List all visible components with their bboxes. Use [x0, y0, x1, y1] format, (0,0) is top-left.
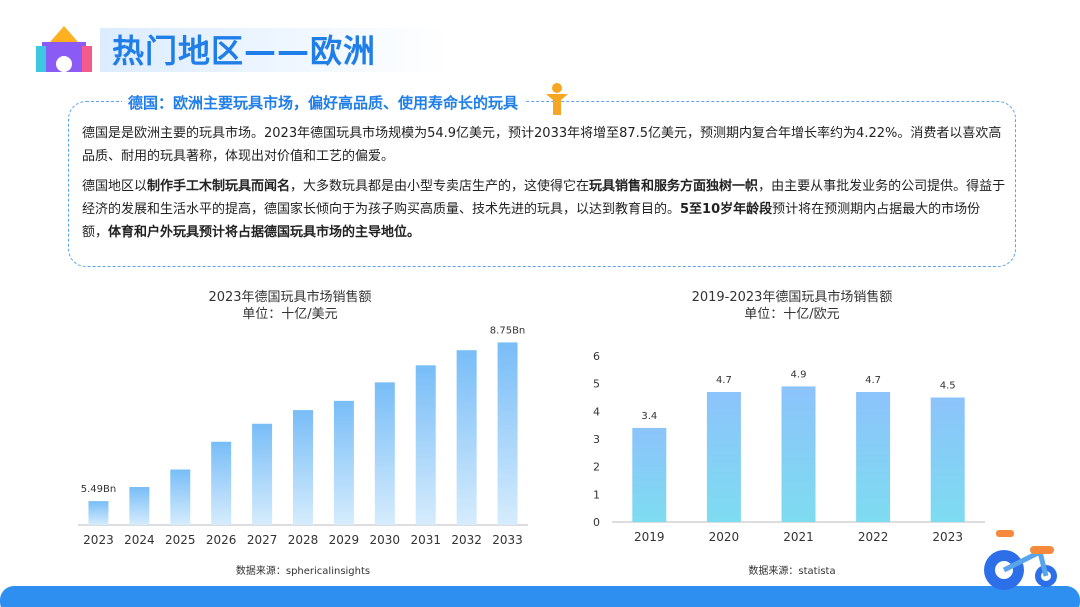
value-label: 4.9 [791, 369, 807, 380]
section-body: 德国是是欧洲主要的玩具市场。2023年德国玩具市场规模为54.9亿美元，预计20… [82, 122, 1006, 251]
value-label: 4.7 [716, 375, 732, 386]
bar [781, 386, 816, 522]
x-tick-label: 2022 [858, 530, 889, 544]
x-tick-label: 2033 [492, 533, 523, 547]
chart-title: 2023年德国玩具市场销售额 [208, 289, 371, 305]
text: ，由主要从事批发业务的公司提供。得益于经济的发展和生活水平的提高，德国家长倾向于… [82, 179, 1006, 217]
castle-icon [36, 26, 92, 72]
text: ，大多数玩具都是由小型专卖店生产的，这使得它在 [290, 179, 590, 194]
x-tick-label: 2028 [288, 533, 319, 547]
value-label: 5.49Bn [81, 484, 116, 495]
text: 德国是是欧洲主要的玩具市场。2023年德国玩具市场规模为54.9亿美元，预计20… [82, 126, 1002, 164]
x-tick-label: 2031 [410, 533, 441, 547]
bar [497, 342, 518, 525]
chart-subtitle: 单位：十亿/欧元 [744, 307, 839, 322]
bar [415, 365, 436, 525]
bold-text: 制作手工木制玩具而闻名 [147, 179, 291, 194]
bar [129, 487, 150, 525]
kid-icon [546, 83, 568, 115]
bar [252, 423, 273, 525]
x-tick-label: 2030 [370, 533, 401, 547]
bar [293, 410, 313, 525]
bar [930, 397, 965, 522]
y-tick-label: 1 [593, 488, 600, 501]
bar [333, 400, 354, 525]
title-bg [100, 28, 450, 72]
y-tick-label: 6 [593, 350, 600, 363]
y-tick-label: 4 [593, 405, 600, 418]
chart-source: 数据来源：sphericalinsights [236, 564, 370, 577]
text: 德国地区以 [82, 179, 148, 194]
chart-source: 数据来源：statista [748, 564, 835, 577]
x-tick-label: 2032 [451, 533, 482, 547]
x-tick-label: 2027 [247, 533, 278, 547]
x-tick-label: 2025 [165, 533, 196, 547]
y-tick-label: 0 [593, 516, 600, 529]
bold-text: 5至10岁年龄段 [680, 202, 773, 217]
x-tick-label: 2019 [634, 530, 665, 544]
bar [88, 501, 109, 525]
bar [374, 382, 395, 525]
bike-icon [984, 530, 1057, 590]
text-box [68, 101, 1016, 267]
x-tick-label: 2023 [932, 530, 963, 544]
value-label: 4.7 [865, 375, 881, 386]
x-tick-label: 2026 [206, 533, 237, 547]
chart-subtitle: 单位：十亿/美元 [242, 307, 337, 322]
x-tick-label: 2020 [709, 530, 740, 544]
x-tick-label: 2023 [83, 533, 114, 547]
x-tick-label: 2029 [329, 533, 360, 547]
paragraph: 德国地区以制作手工木制玩具而闻名，大多数玩具都是由小型专卖店生产的，这使得它在玩… [82, 175, 1006, 244]
value-label: 4.5 [940, 381, 956, 392]
text: 预计将在预测期内占据最大的市场份额， [82, 202, 981, 240]
page-title: 热门地区——欧洲 [112, 32, 377, 70]
value-label: 8.75Bn [490, 325, 525, 336]
x-tick-label: 2024 [124, 533, 155, 547]
chart-title: 2019-2023年德国玩具市场销售额 [692, 289, 893, 305]
value-label: 3.4 [641, 411, 657, 422]
section-heading: 德国：欧洲主要玩具市场，偏好高品质、使用寿命长的玩具 [122, 92, 525, 113]
y-tick-label: 3 [593, 433, 600, 446]
bar [632, 427, 667, 522]
footer-band [0, 586, 1080, 607]
x-tick-label: 2021 [783, 530, 814, 544]
y-tick-label: 5 [593, 378, 600, 391]
paragraph: 德国是是欧洲主要的玩具市场。2023年德国玩具市场规模为54.9亿美元，预计20… [82, 122, 1006, 168]
bar [856, 391, 891, 522]
bar [170, 469, 191, 525]
bar [456, 350, 477, 525]
bold-text: 体育和户外玩具预计将占据德国玩具市场的主导地位。 [108, 225, 421, 240]
bold-text: 玩具销售和服务方面独树一帜 [589, 179, 759, 194]
bar [706, 391, 741, 522]
bar [211, 441, 232, 525]
y-tick-label: 2 [593, 461, 600, 474]
